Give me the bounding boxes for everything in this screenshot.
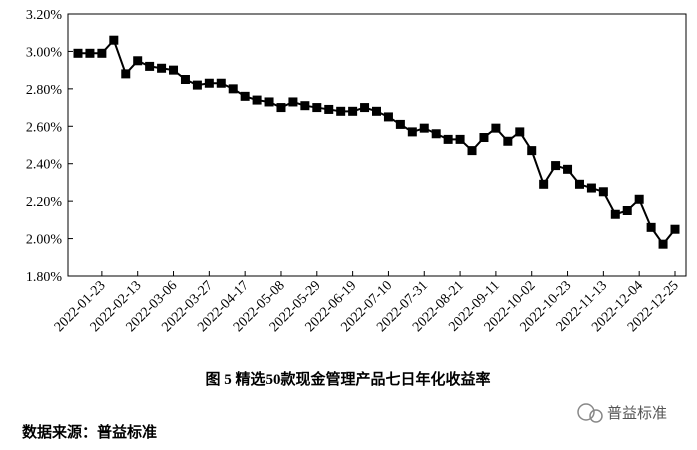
marker: [431, 129, 441, 139]
marker: [109, 35, 119, 45]
marker: [503, 136, 513, 146]
marker: [264, 97, 274, 107]
y-tick-label: 3.00%: [26, 45, 63, 60]
marker: [324, 104, 334, 114]
marker: [288, 97, 298, 107]
y-tick-label: 2.20%: [26, 195, 63, 210]
marker: [192, 80, 202, 90]
marker: [252, 95, 262, 105]
marker: [383, 112, 393, 122]
y-tick-label: 3.20%: [26, 8, 63, 23]
marker: [646, 222, 656, 232]
marker: [586, 183, 596, 193]
marker: [97, 48, 107, 58]
marker: [539, 179, 549, 189]
marker: [300, 101, 310, 111]
y-tick-label: 2.60%: [26, 120, 63, 135]
marker: [455, 134, 465, 144]
marker: [204, 78, 214, 88]
marker: [395, 119, 405, 129]
plot-frame: [67, 13, 687, 277]
marker: [216, 78, 226, 88]
line: [78, 38, 676, 246]
marker: [658, 239, 668, 249]
marker: [527, 146, 537, 156]
marker: [276, 103, 286, 113]
marker: [479, 133, 489, 143]
marker: [551, 161, 561, 171]
y-tick-label: 2.40%: [26, 158, 63, 173]
marker: [240, 91, 250, 101]
marker: [360, 103, 370, 113]
marker: [443, 134, 453, 144]
marker: [228, 84, 238, 94]
watermark-icon: [577, 403, 603, 423]
chart-title: 图 5 精选50款现金管理产品七日年化收益率: [205, 370, 490, 388]
marker: [372, 106, 381, 116]
marker: [491, 123, 501, 133]
watermark: 普益标准: [607, 404, 667, 422]
marker: [145, 61, 155, 71]
marker: [467, 146, 477, 156]
marker: [312, 103, 322, 113]
marker: [419, 123, 429, 133]
marker: [515, 127, 525, 137]
y-tick-label: 2.80%: [26, 83, 63, 98]
marker: [169, 65, 179, 75]
marker: [563, 164, 573, 174]
source-note: 数据来源：普益标准: [22, 423, 157, 441]
marker: [634, 194, 644, 204]
marker: [73, 48, 83, 58]
marker: [574, 179, 584, 189]
marker: [610, 209, 620, 219]
marker: [133, 56, 143, 66]
marker: [598, 187, 608, 197]
marker: [348, 106, 358, 116]
marker: [407, 127, 417, 137]
marker: [121, 69, 131, 79]
marker: [180, 75, 190, 84]
y-tick-label: 2.00%: [26, 233, 63, 248]
marker: [85, 48, 95, 58]
marker: [622, 206, 632, 215]
marker: [336, 106, 346, 116]
marker: [157, 63, 167, 73]
y-tick-label: 1.80%: [26, 270, 63, 285]
marker: [670, 224, 680, 234]
